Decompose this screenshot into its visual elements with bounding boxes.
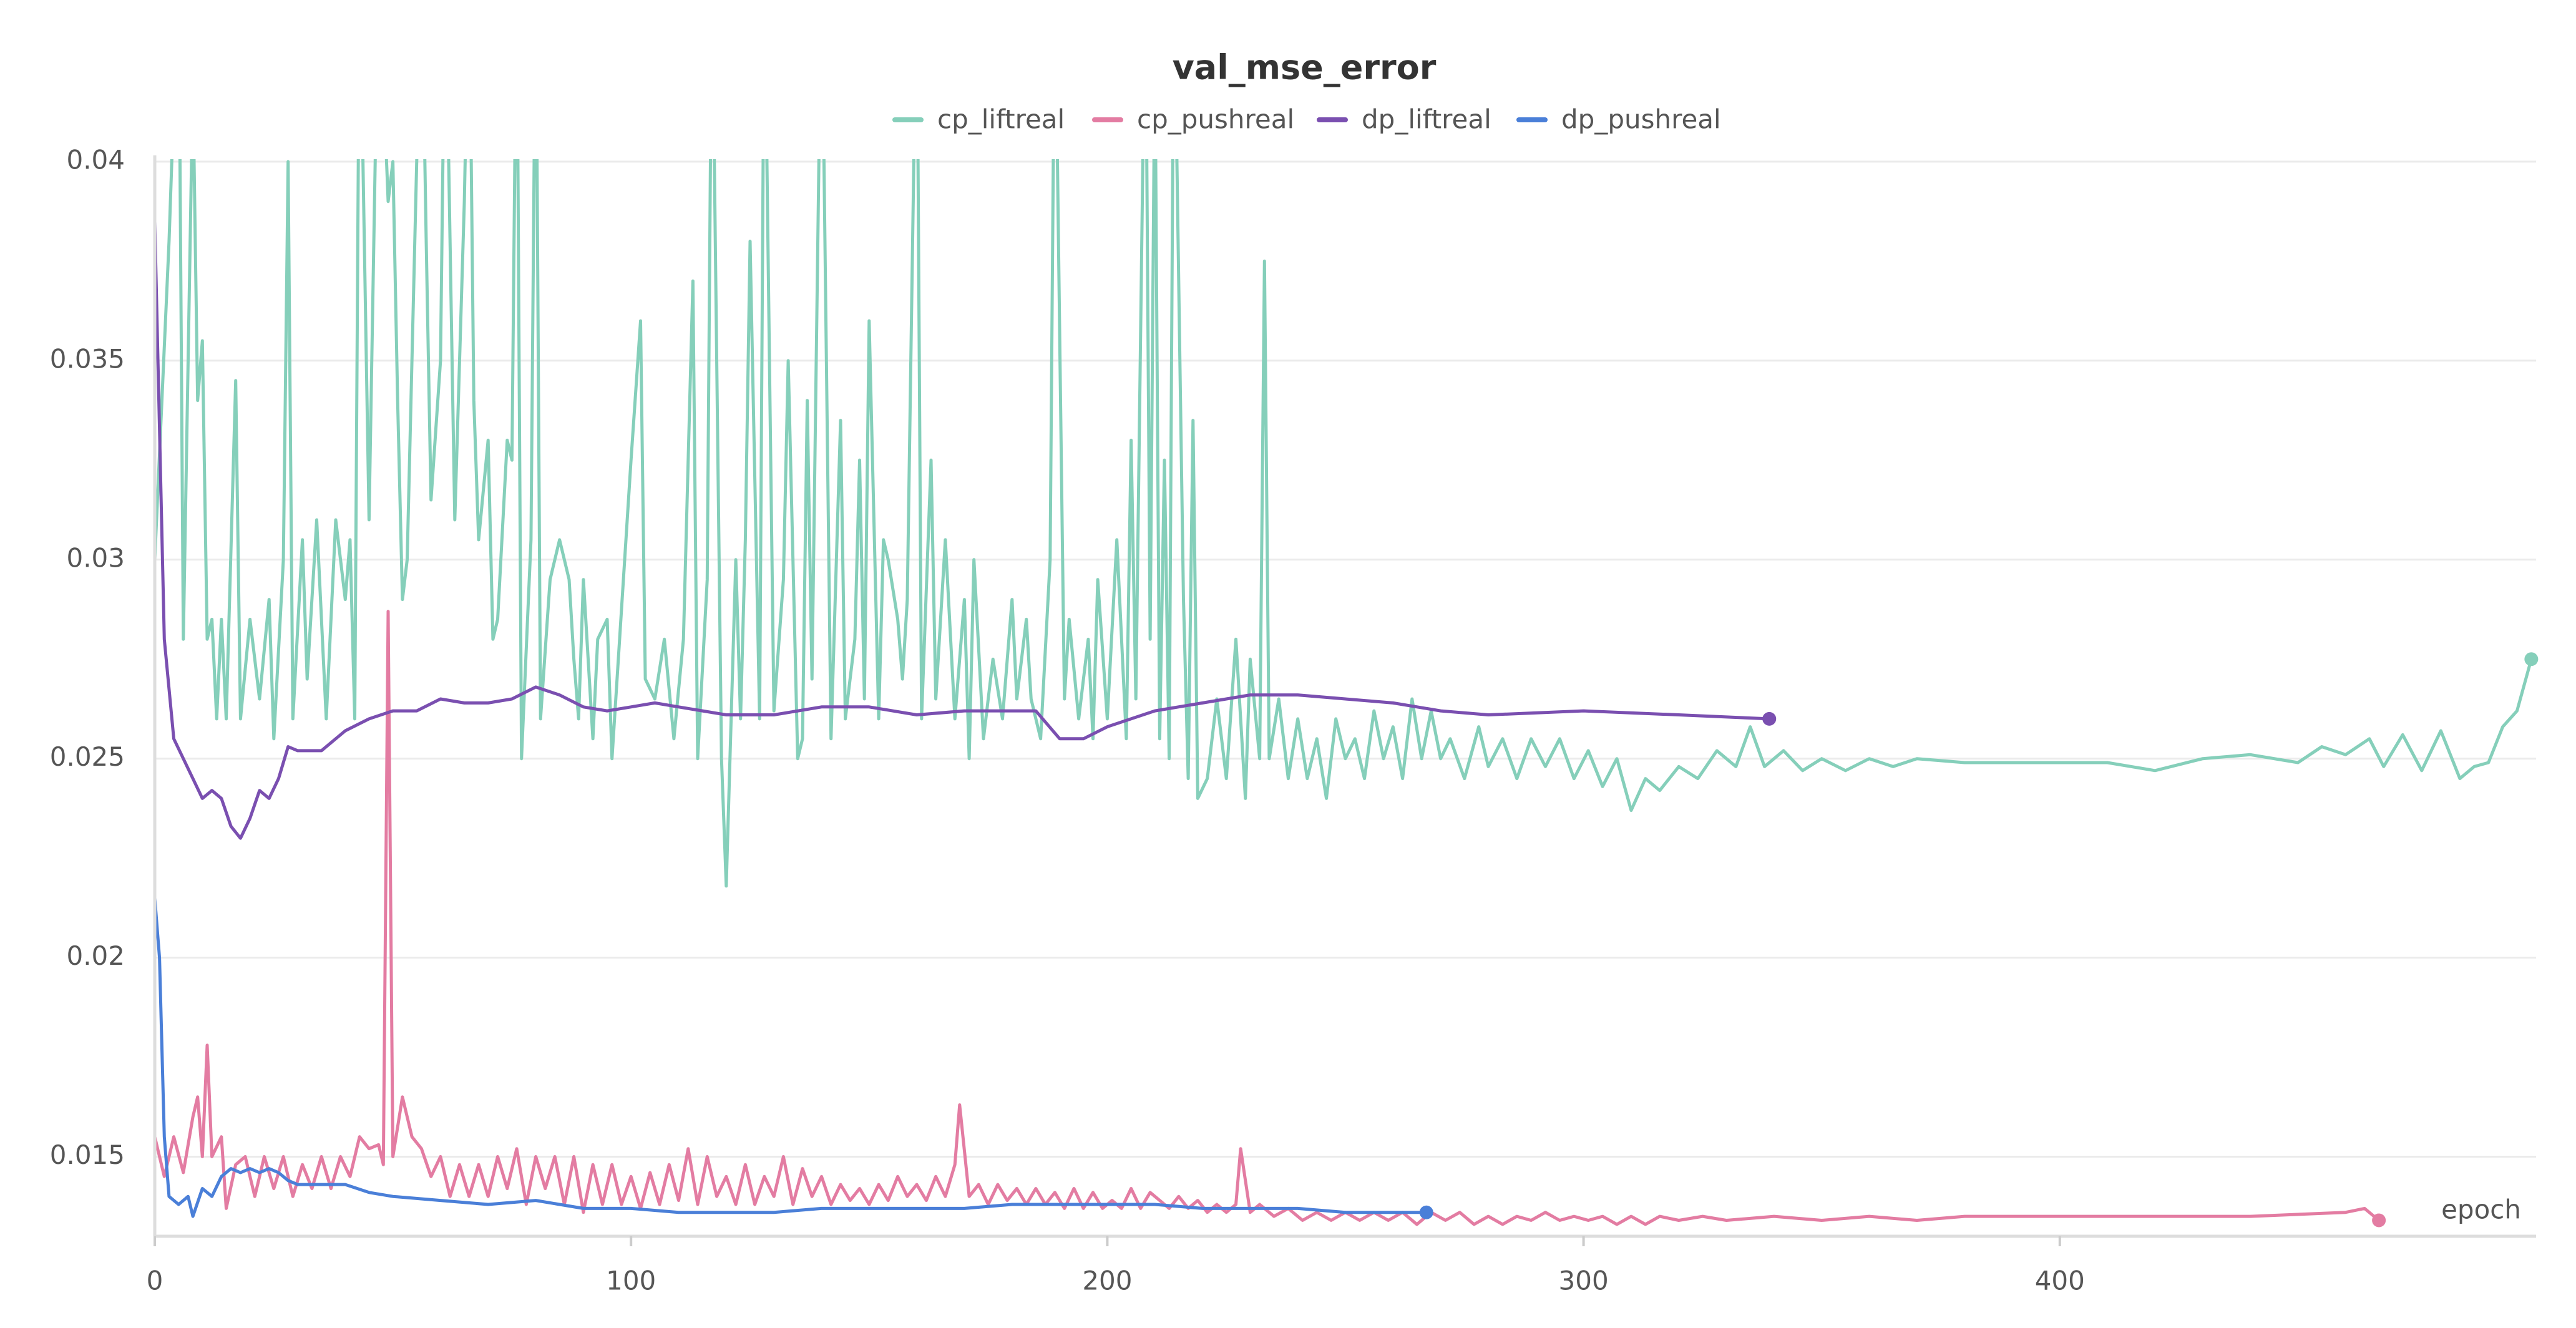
legend-label: cp_liftreal <box>937 104 1065 135</box>
x-tick-label: 300 <box>1559 1266 1609 1296</box>
y-tick-label: 0.035 <box>50 343 125 374</box>
foreground: 0.015 0.02 0.025 0.03 0.035 0.04 0 100 200 300 400… <box>50 104 2539 1296</box>
series-line <box>155 897 1427 1218</box>
x-tick-label: 400 <box>2035 1266 2085 1296</box>
x-tick-label: 0 <box>147 1266 163 1296</box>
end-point <box>1419 1205 1433 1219</box>
series-line <box>155 221 1770 840</box>
plot-area <box>155 159 2533 1226</box>
series-line <box>155 159 2533 888</box>
end-point <box>2524 652 2539 666</box>
legend-label: dp_pushreal <box>1561 104 1721 135</box>
x-tick-label: 200 <box>1082 1266 1132 1296</box>
end-point <box>2372 1213 2386 1228</box>
series-line <box>155 610 2380 1226</box>
y-tick-label: 0.04 <box>66 145 125 175</box>
x-axis-label: epoch <box>2441 1194 2521 1225</box>
y-tick-label: 0.025 <box>50 741 125 772</box>
legend-label: dp_liftreal <box>1362 104 1491 135</box>
chart-title: val_mse_error <box>1173 48 1437 87</box>
y-tick-label: 0.03 <box>66 542 125 573</box>
y-tick-label: 0.02 <box>66 940 125 971</box>
x-tick-label: 100 <box>606 1266 656 1296</box>
legend-label: cp_pushreal <box>1137 104 1294 135</box>
y-tick-label: 0.015 <box>50 1140 125 1170</box>
end-point <box>1762 711 1777 726</box>
